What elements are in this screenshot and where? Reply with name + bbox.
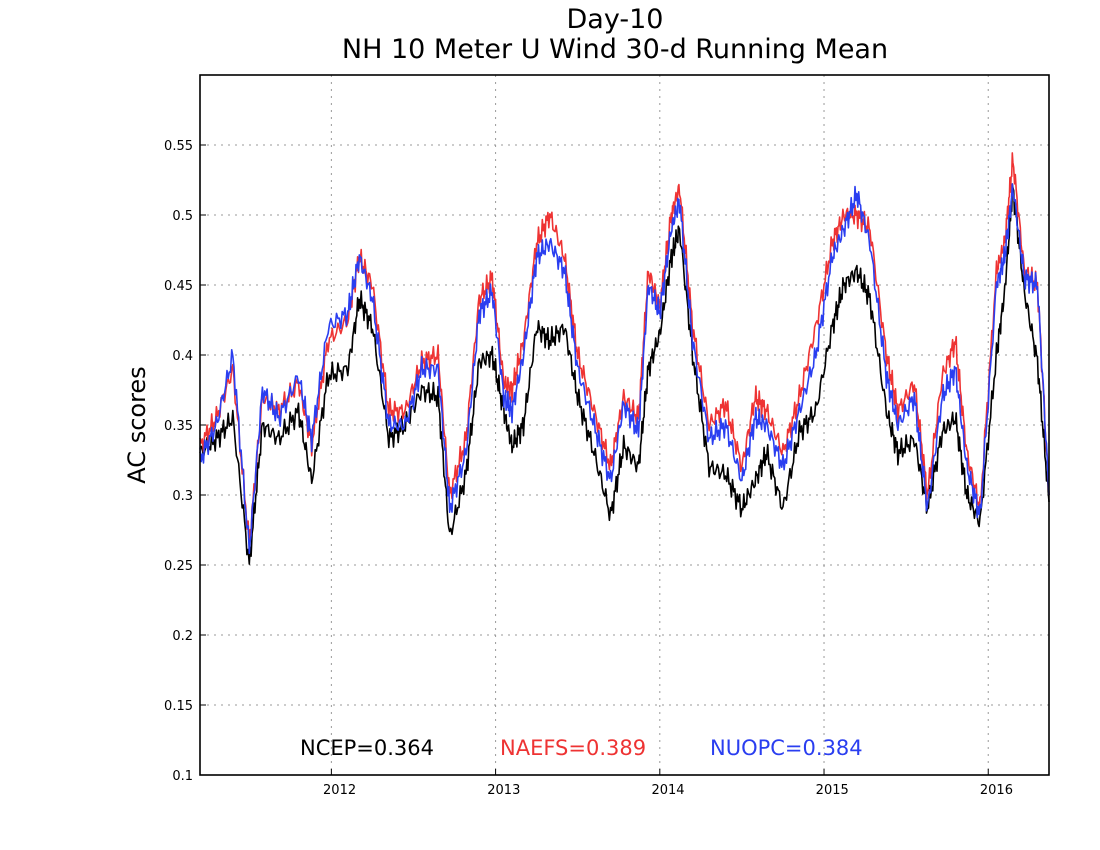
x-tick-label: 2015: [816, 783, 849, 798]
x-tick-label: 2013: [487, 783, 520, 798]
x-tick-label: 2012: [323, 783, 356, 798]
axis-ticks: 0.1 0.15 0.2 0.25 0.3 0.35 0.4 0.45 0.5 0.55 2012 2…: [164, 139, 1013, 798]
series-line-nuopc: [199, 183, 1050, 555]
chart-subtitle: NH 10 Meter U Wind 30-d Running Mean: [342, 34, 888, 65]
y-tick-label: 0.25: [164, 559, 193, 574]
legend-ncep: NCEP=0.364: [300, 736, 434, 760]
y-axis-label: AC scores: [123, 366, 151, 483]
gridlines: [200, 75, 1049, 775]
y-tick-label: 0.55: [164, 139, 193, 154]
y-tick-label: 0.4: [172, 349, 193, 364]
x-tick-label: 2014: [651, 783, 684, 798]
y-tick-label: 0.15: [164, 699, 193, 714]
y-tick-label: 0.2: [172, 629, 193, 644]
y-tick-label: 0.5: [172, 209, 193, 224]
legend: NCEP=0.364 NAEFS=0.389 NUOPC=0.384: [300, 736, 863, 760]
x-tick-label: 2016: [980, 783, 1013, 798]
legend-naefs: NAEFS=0.389: [500, 736, 646, 760]
y-tick-label: 0.1: [172, 769, 193, 784]
series-lines: [199, 152, 1050, 565]
y-tick-label: 0.35: [164, 419, 193, 434]
y-tick-label: 0.3: [172, 489, 193, 504]
series-line-naefs: [199, 152, 1050, 546]
y-tick-label: 0.45: [164, 279, 193, 294]
legend-nuopc: NUOPC=0.384: [710, 736, 863, 760]
plot-frame: [199, 74, 1050, 776]
series-line-ncep: [199, 183, 1050, 565]
chart-title: Day-10: [567, 4, 664, 35]
